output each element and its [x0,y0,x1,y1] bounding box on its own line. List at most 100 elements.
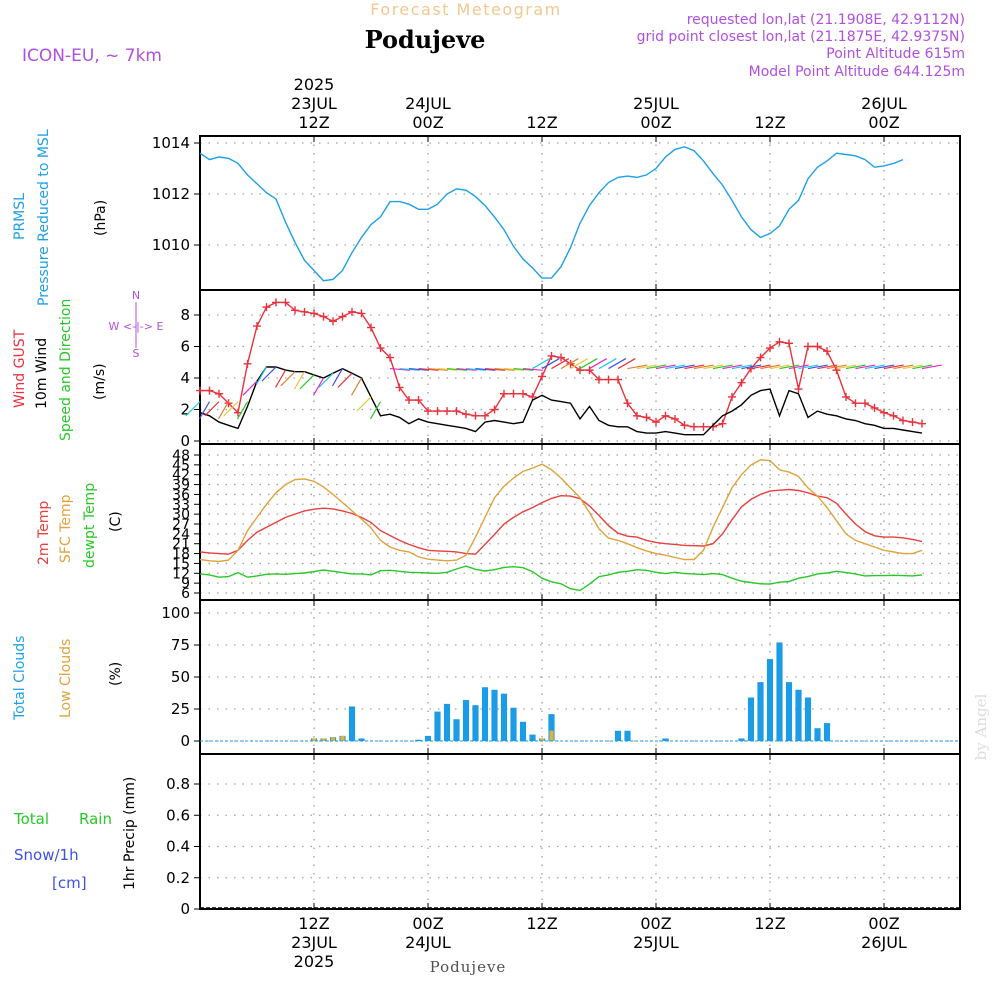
gust-marker [243,359,252,368]
gust-marker [642,413,651,422]
wind-direction-arrow [369,401,382,420]
low-clouds-bar [340,735,345,741]
time-label: 25JUL [633,933,679,952]
wind-direction-arrow [494,367,515,371]
sfc-temp-line [199,459,923,563]
wind-direction-arrow [437,367,458,371]
time-label: 00Z [868,914,899,933]
total-clouds-bar [424,735,432,741]
pressure-panel: 1010 1012 1014 [152,134,961,291]
gust-marker [623,399,632,408]
wind-direction-arrow [684,364,705,370]
temp-unit-label: (C) [108,511,124,532]
wind-direction-arrow [418,367,439,371]
t2m-label: 2m Temp [36,501,52,565]
wind-direction-arrow [893,364,914,370]
gust-marker [557,353,565,362]
y-tick-label: 0.8 [166,775,190,793]
wind-dir-label: Speed and Direction [58,299,74,441]
clouds-panel: 0 25 50 75 100 [161,599,961,755]
wind-direction-arrow [864,364,885,370]
y-tick-label: 1014 [152,134,190,152]
wind-direction-arrow [627,364,648,370]
wind-direction-arrow [817,364,838,370]
y-tick-label: 6 [181,586,190,602]
gust-marker [395,383,404,392]
panel-frame [199,753,961,910]
gust-marker [357,309,366,318]
time-label: 12Z [298,113,329,132]
total-clouds-bar [795,689,802,741]
wind-direction-arrow [741,364,762,370]
credit-watermark: by Angel [972,693,990,760]
gust-marker [471,411,480,420]
wind-direction-arrow [703,364,724,370]
gust-marker [851,399,860,408]
low-clouds-bar [330,737,336,741]
total-clouds-bar [624,730,631,741]
y-tick-label: 18 [172,547,190,563]
wind-label: 10m Wind [34,338,50,409]
total-rain-label-rain: Rain [79,810,112,828]
wind-direction-arrow [503,367,524,371]
gust-marker [338,312,347,321]
wind-direction-arrow [722,364,743,370]
gust-marker [414,396,423,405]
total-clouds-bar [662,738,669,741]
y-tick-label: 45 [172,458,190,474]
gust-marker [576,366,584,375]
y-tick-label: 12 [172,566,190,582]
dewpt-temp-line [199,565,923,592]
wind-direction-arrow [261,366,277,382]
gust-marker [918,419,926,428]
wind-unit-label: (m/s) [92,363,108,400]
total-clouds-bar [804,697,812,741]
time-label: 25JUL [633,94,679,113]
cloud-unit-label: (%) [108,662,124,686]
total-clouds-bar [491,689,498,741]
y-tick-label: 8 [180,306,190,324]
gust-marker [519,389,527,398]
total-rain-label-total: Total [13,810,49,828]
wind-direction-arrow [541,358,560,370]
wind-direction-arrow [217,401,230,420]
time-label: 00Z [640,914,671,933]
gust-marker [756,353,765,362]
gust-marker [481,411,489,420]
meteogram-title: Forecast Meteogram [370,0,561,19]
time-label: 2025 [294,75,335,94]
time-label: 23JUL [291,94,337,113]
gust-marker [661,411,670,420]
gust-marker [452,407,461,416]
gust-marker [899,416,907,425]
wind-direction-arrow [356,396,372,412]
y-tick-label: 15 [172,556,190,572]
wind-direction-arrow [826,364,847,370]
wind-direction-arrow [693,364,714,370]
gust-marker [737,378,746,387]
wind-direction-arrow [874,364,895,370]
gust-marker [538,372,546,381]
time-label: 2025 [294,952,335,971]
prmsl-desc-label: Pressure Reduced to MSL [36,129,52,306]
y-tick-label: 1012 [152,185,190,203]
time-label: 00Z [412,914,443,933]
precip-axis-labels: Total Rain Snow/1h [cm] 1hr Precip (mm) [13,777,138,892]
total-clouds-bar [529,734,536,741]
wind-direction-arrow [299,374,315,390]
total-clouds-bar [358,738,365,741]
gust-marker [433,407,442,416]
plot-panels: 1010101210140246869121518212427303336394… [152,134,961,918]
time-label: 12Z [526,113,557,132]
y-tick-label: 30 [172,507,190,523]
gust-marker [908,418,917,427]
gust-marker [595,375,603,384]
wind-direction-arrow [855,364,876,370]
y-tick-label: 27 [172,517,190,533]
wind-direction-arrow [845,364,866,370]
y-tick-label: 2 [180,401,190,419]
gust-marker [547,351,556,360]
y-tick-label: 75 [171,636,190,654]
time-label: 00Z [640,113,671,132]
y-tick-label: 0.6 [166,806,190,824]
